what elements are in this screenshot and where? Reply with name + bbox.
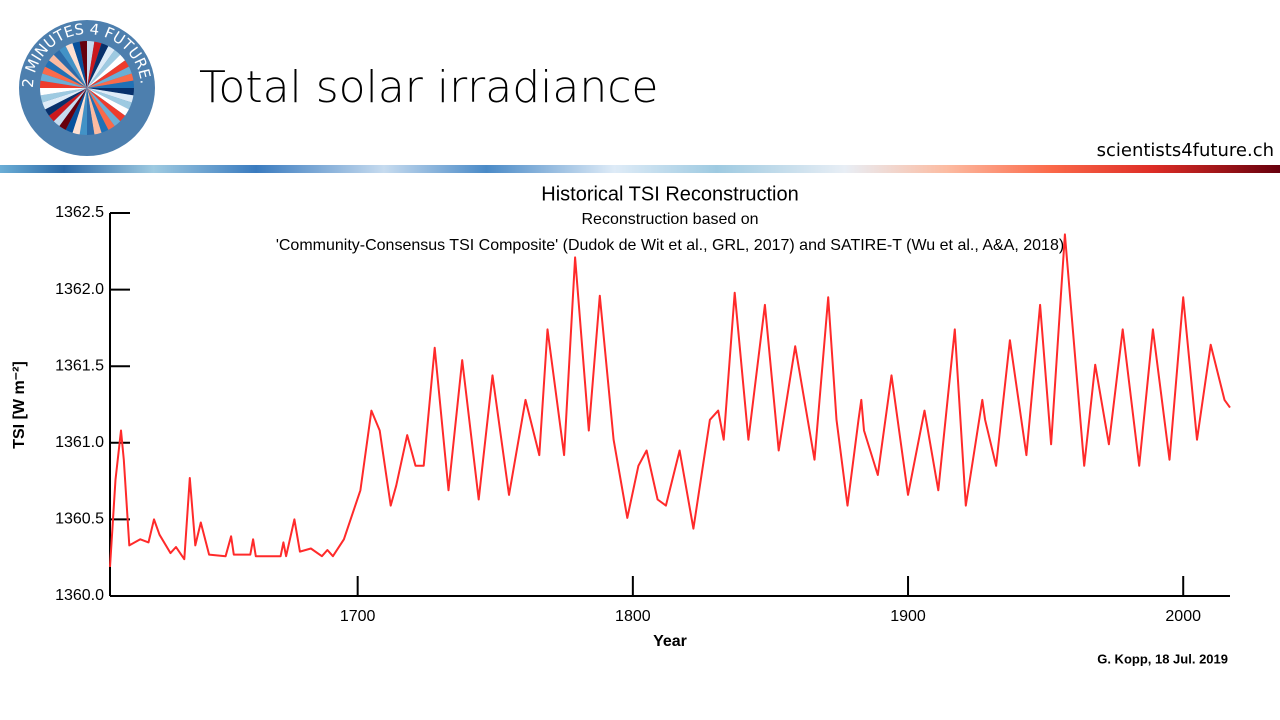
logo-wedge (87, 43, 109, 88)
logo-wedge (59, 46, 87, 88)
logo-wedge (87, 88, 126, 122)
slide-title: Total solar irradiance (199, 62, 659, 113)
logo-wedge (87, 41, 102, 88)
x-tick-label: 1900 (890, 608, 926, 625)
logo-wedge (65, 43, 87, 88)
logo-wedge (87, 80, 134, 88)
logo: 2 MINUTES 4 FUTURE.ORG (0, 0, 155, 156)
logo-wedge (87, 88, 129, 116)
warming-stripes (0, 165, 1280, 173)
logo-wedge (40, 88, 87, 96)
logo-wedge (87, 88, 115, 130)
logo-wedge (40, 88, 87, 103)
logo-wedge (72, 41, 87, 88)
chart-subtitle: 'Community-Consensus TSI Composite' (Dud… (276, 237, 1064, 254)
logo-wedge (53, 49, 87, 88)
logo-wedge (87, 60, 129, 88)
logo-wedge (48, 88, 87, 122)
logo-wedge (87, 73, 134, 88)
y-tick-label: 1360.5 (55, 511, 104, 528)
logo-wedge (87, 88, 134, 103)
y-tick-label: 1362.0 (55, 281, 104, 298)
logo-wedge (79, 41, 87, 88)
logo-wedge (87, 41, 95, 88)
logo-wedge (87, 88, 121, 127)
logo-wedge (87, 54, 126, 88)
logo-wedge (59, 88, 87, 130)
logo-wedge (87, 88, 132, 110)
y-tick-label: 1361.0 (55, 434, 104, 451)
x-tick-label: 1700 (340, 608, 376, 625)
logo-wedge (72, 88, 87, 135)
y-tick-label: 1360.0 (55, 587, 104, 604)
y-tick-label: 1361.5 (55, 357, 104, 374)
ticks: 1360.0 1360.5 1361.0 1361.5 1362.0 1362.5 1700… (55, 204, 1201, 625)
logo-wedge (40, 80, 87, 88)
logo-wedge (53, 88, 87, 127)
logo-wedge (87, 88, 109, 133)
x-tick-label: 1800 (615, 608, 651, 625)
logo-wedge (79, 88, 87, 135)
x-tick-label: 2000 (1165, 608, 1201, 625)
logo-wedge (87, 88, 95, 136)
annotation: G. Kopp, 18 Jul. 2019 (1097, 651, 1228, 666)
x-axis-label: Year (653, 633, 687, 650)
y-tick-label: 1362.5 (55, 204, 104, 221)
logo-wedge (48, 54, 87, 88)
logo-wedge (87, 88, 134, 96)
chart-title: Historical TSI Reconstruction (541, 183, 799, 205)
logo-wedge (87, 88, 102, 135)
site-url: scientists4future.ch (1097, 140, 1274, 161)
logo-wedge (42, 66, 87, 88)
chart-subtitle: Reconstruction based on (582, 211, 759, 228)
logo-wedge (45, 88, 87, 116)
logo-wedge (87, 66, 132, 88)
logo-wedge (45, 60, 87, 88)
y-axis-label: TSI [W m⁻²] (11, 361, 28, 449)
tsi-line (109, 233, 1231, 567)
logo-wedge (87, 49, 121, 88)
logo-wedge (87, 46, 115, 88)
logo-wedge (42, 88, 87, 110)
logo-wedge (40, 73, 87, 88)
logo-wedge (65, 88, 87, 133)
